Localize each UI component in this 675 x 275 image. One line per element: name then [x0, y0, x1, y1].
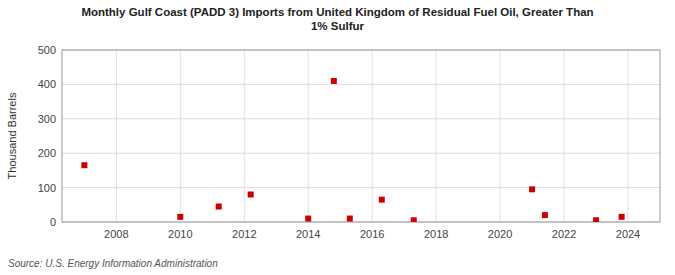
point [593, 217, 599, 222]
x-tick-label: 2010 [168, 228, 192, 240]
y-axis-label: Thousand Barrels [6, 92, 18, 179]
point [248, 191, 254, 197]
grid [62, 50, 660, 222]
point [216, 204, 222, 210]
x-tick-label: 2020 [488, 228, 512, 240]
x-grid-line [180, 50, 181, 222]
title-line: 1% Sulfur [311, 20, 365, 32]
y-grid-line [62, 153, 660, 154]
x-grid-line [116, 50, 117, 222]
y-grid-line [62, 118, 660, 119]
title-line: Monthly Gulf Coast (PADD 3) Imports from… [81, 6, 593, 18]
y-grid-line [62, 84, 660, 85]
point [379, 197, 385, 203]
y-grid-line [62, 187, 660, 188]
point [305, 216, 311, 222]
x-tick-label: 2016 [360, 228, 384, 240]
y-tick-label: 200 [38, 147, 56, 159]
y-tick-label: 400 [38, 78, 56, 90]
y-tick-label: 0 [50, 216, 56, 228]
point [331, 78, 337, 84]
x-tick-label: 2024 [616, 228, 640, 240]
chart: Monthly Gulf Coast (PADD 3) Imports from… [0, 0, 675, 275]
point [542, 212, 548, 218]
point [619, 214, 625, 220]
y-tick-label: 100 [38, 182, 56, 194]
y-tick-label: 300 [38, 113, 56, 125]
point [81, 162, 87, 168]
x-grid-line [436, 50, 437, 222]
x-grid-line [308, 50, 309, 222]
point [411, 217, 417, 222]
plot-frame [62, 50, 660, 222]
tick-labels: 0 100 200 300 400 500 2008 2010 2012 2014 2016 2018… [38, 44, 641, 240]
x-grid-line [244, 50, 245, 222]
x-tick-label: 2018 [424, 228, 448, 240]
x-grid-line [628, 50, 629, 222]
x-tick-label: 2008 [104, 228, 128, 240]
point [529, 186, 535, 192]
x-grid-line [500, 50, 501, 222]
x-grid-line [564, 50, 565, 222]
x-tick-label: 2014 [296, 228, 320, 240]
y-tick-label: 500 [38, 44, 56, 56]
point [177, 214, 183, 220]
chart-container: Monthly Gulf Coast (PADD 3) Imports from… [0, 0, 675, 275]
point [347, 216, 353, 222]
x-grid-line [372, 50, 373, 222]
x-tick-label: 2022 [552, 228, 576, 240]
title: Monthly Gulf Coast (PADD 3) Imports from… [81, 6, 593, 32]
x-tick-label: 2012 [232, 228, 256, 240]
points [81, 78, 624, 222]
source-note: Source: U.S. Energy Information Administ… [8, 258, 218, 269]
